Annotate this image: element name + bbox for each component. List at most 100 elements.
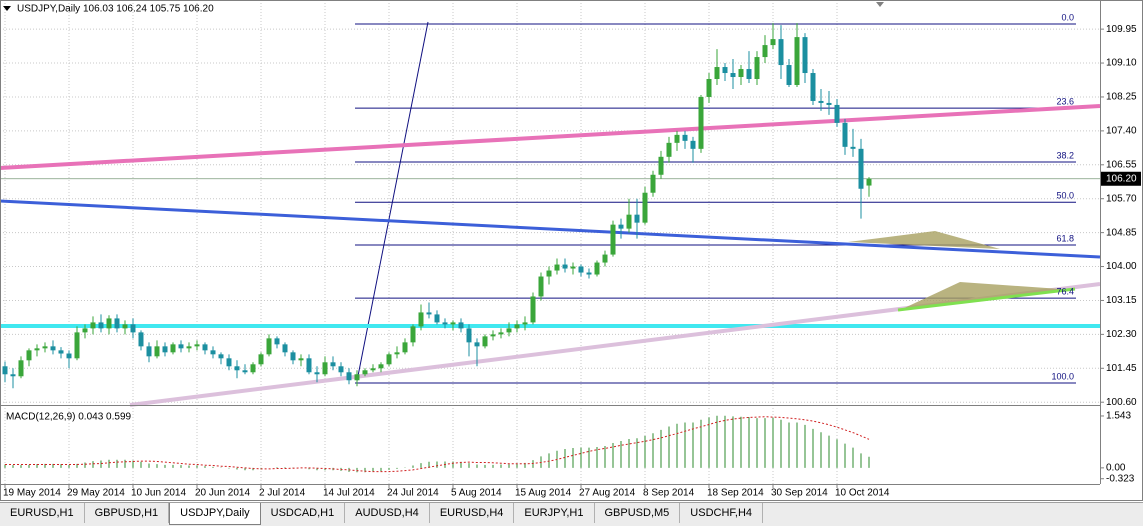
symbol-tab[interactable]: EURUSD,H4	[430, 503, 515, 523]
candle-body	[162, 346, 168, 353]
candle-body	[690, 140, 696, 149]
candle-body	[130, 324, 136, 333]
candle-body	[794, 37, 800, 85]
candle-body	[754, 57, 760, 80]
x-tick-label: 8 Sep 2014	[643, 488, 695, 499]
chart-header: USDJPY,Daily 106.03 106.24 105.75 106.20	[17, 4, 214, 15]
candle-body	[674, 134, 680, 143]
y-tick-label: 0.00	[1106, 463, 1126, 474]
candle-body	[826, 102, 832, 105]
candle-body	[114, 318, 120, 329]
fib-label: 23.6	[1056, 97, 1074, 107]
x-tick-label: 27 Aug 2014	[579, 488, 636, 499]
candle-body	[714, 67, 720, 80]
candle-body	[442, 322, 448, 325]
green-trend-line	[897, 287, 1076, 312]
candle-body	[650, 174, 656, 193]
candle-body	[490, 334, 496, 337]
price-label-box	[1101, 171, 1141, 186]
candle-body	[474, 342, 480, 347]
candle-body	[290, 352, 296, 361]
candle-body	[330, 362, 336, 367]
candle-body	[42, 346, 48, 349]
candle-body	[298, 358, 304, 361]
candle-body	[634, 214, 640, 223]
macd-header: MACD(12,26,9) 0.043 0.599	[6, 412, 132, 423]
y-tick-label: 109.95	[1106, 24, 1137, 35]
candle-body	[378, 364, 384, 369]
candle-body	[786, 65, 792, 85]
price-axis-panel	[1100, 0, 1143, 502]
candle-body	[666, 142, 672, 157]
fib-trend-line	[356, 21, 429, 382]
symbol-tab[interactable]: GBPUSD,M5	[595, 503, 681, 523]
candle-body	[546, 270, 552, 277]
y-tick-label: 104.85	[1106, 227, 1137, 238]
x-tick-label: 2 Jul 2014	[259, 488, 306, 499]
candle-body	[602, 254, 608, 263]
pink-trend-line	[0, 104, 1101, 170]
candle-body	[90, 322, 96, 329]
candle-body	[626, 214, 632, 229]
blue-trend-line	[0, 199, 1101, 259]
candle-body	[850, 146, 856, 149]
candle-body	[202, 344, 208, 351]
candle-body	[362, 370, 368, 375]
candle-body	[234, 366, 240, 371]
candle-body	[282, 344, 288, 353]
y-tick-label: 101.45	[1106, 363, 1137, 374]
fib-label: 61.8	[1056, 233, 1074, 243]
candle-body	[738, 69, 744, 78]
candle-body	[450, 322, 456, 325]
candle-body	[122, 324, 128, 329]
candle-body	[354, 374, 360, 381]
symbol-tab[interactable]: USDCHF,H4	[680, 503, 764, 523]
y-tick-label: 106.55	[1106, 159, 1137, 170]
candle-body	[730, 73, 736, 78]
candle-body	[562, 264, 568, 269]
chart-background	[0, 0, 1143, 502]
candle-body	[458, 322, 464, 329]
y-tick-label: 1.543	[1106, 411, 1131, 422]
symbol-tab[interactable]: USDJPY,Daily	[169, 503, 261, 525]
candle-body	[402, 342, 408, 353]
candle-body	[418, 312, 424, 327]
x-tick-label: 19 May 2014	[3, 488, 61, 499]
candle-body	[746, 69, 752, 80]
candle-body	[66, 353, 72, 359]
candle-body	[810, 73, 816, 101]
symbol-tab[interactable]: AUDUSD,H4	[345, 503, 430, 523]
candle-body	[306, 358, 312, 373]
candle-body	[370, 368, 376, 371]
symbol-tab[interactable]: EURUSD,H1	[0, 503, 85, 523]
candle-body	[770, 39, 776, 46]
symbol-tab[interactable]: EURJPY,H1	[514, 503, 595, 523]
symbol-tab[interactable]: GBPUSD,H1	[85, 503, 170, 523]
candle-body	[322, 362, 328, 375]
drawings	[0, 2, 1101, 407]
candle-body	[34, 348, 40, 351]
candle-body	[170, 344, 176, 353]
candle-body	[482, 336, 488, 347]
x-tick-label: 18 Sep 2014	[707, 488, 764, 499]
candle-body	[530, 296, 536, 323]
candle-body	[2, 366, 8, 375]
symbol-tab[interactable]: USDCAD,H1	[261, 503, 346, 523]
candle-body	[210, 350, 216, 355]
candle-body	[346, 372, 352, 381]
y-tick-label: 105.70	[1106, 193, 1137, 204]
candle-body	[514, 324, 520, 329]
fib-label: 76.4	[1056, 286, 1074, 296]
candle-body	[26, 350, 32, 361]
candle-body	[258, 354, 264, 365]
candle-body	[506, 328, 512, 333]
candle-body	[778, 39, 784, 66]
candle-body	[74, 332, 80, 359]
candle-body	[722, 67, 728, 74]
candle-body	[18, 360, 24, 377]
candle-body	[866, 178, 872, 186]
tab-bar: EURUSD,H1 GBPUSD,H1 USDJPY,Daily USDCAD,H1 A…	[0, 502, 1143, 526]
y-tick-label: 103.15	[1106, 295, 1137, 306]
candle-body	[658, 156, 664, 175]
